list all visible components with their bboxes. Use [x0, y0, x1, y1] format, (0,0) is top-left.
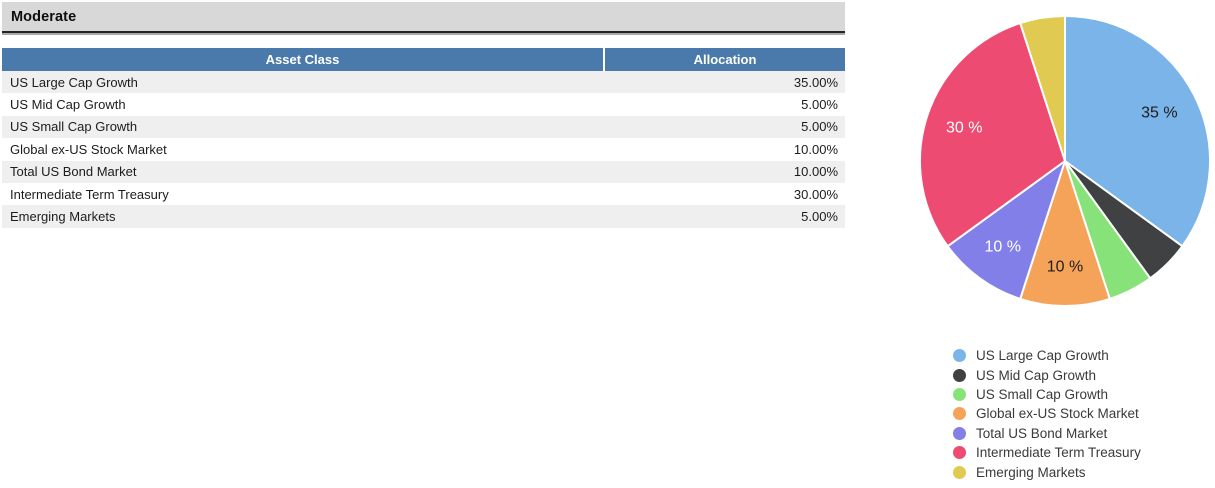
- asset-class-cell: Global ex-US Stock Market: [10, 141, 167, 157]
- allocation-cell: 10.00%: [793, 141, 838, 157]
- allocation-cell: 10.00%: [793, 164, 838, 180]
- legend-swatch-icon: [953, 349, 966, 363]
- table-row-total-us-bond-market: Total US Bond Market 10.00%: [2, 160, 845, 183]
- asset-class-cell: Emerging Markets: [10, 209, 116, 225]
- pie-slice-intermediate-term-treasury[interactable]: [919, 22, 1066, 248]
- legend-swatch-icon: [953, 368, 966, 382]
- legend-label: US Small Cap Growth: [976, 386, 1109, 402]
- legend-label: Intermediate Term Treasury: [976, 445, 1141, 461]
- section-title: Moderate: [11, 8, 77, 25]
- pie-slice-value-label: 10 %: [984, 238, 1020, 255]
- pie-slice-total-us-bond-market[interactable]: [946, 160, 1066, 300]
- section-title-bar: Moderate: [2, 2, 845, 33]
- allocation-cell: 35.00%: [793, 74, 838, 90]
- allocation-cell: 30.00%: [793, 186, 838, 202]
- table-row-emerging-markets: Emerging Markets 5.00%: [2, 205, 845, 228]
- legend-swatch-icon: [953, 387, 966, 401]
- chart-legend: US Large Cap Growth US Mid Cap Growth US S…: [953, 346, 1141, 482]
- table-header-row: Asset Class Allocation: [2, 48, 845, 71]
- legend-swatch-icon: [953, 407, 966, 421]
- legend-label: Total US Bond Market: [976, 425, 1108, 441]
- pie-slice-value-label: 35 %: [1141, 104, 1177, 121]
- asset-table-body: US Large Cap Growth 35.00% US Mid Cap Grow…: [2, 71, 845, 228]
- legend-label: US Mid Cap Growth: [976, 367, 1097, 383]
- asset-class-cell: Total US Bond Market: [10, 164, 137, 180]
- table-row-global-ex-us-stock-market: Global ex-US Stock Market 10.00%: [2, 138, 845, 161]
- asset-class-cell: Intermediate Term Treasury: [10, 186, 169, 202]
- table-row-us-mid-cap-growth: US Mid Cap Growth 5.00%: [2, 93, 845, 116]
- allocation-column-header: Allocation: [693, 52, 757, 67]
- asset-class-cell: US Small Cap Growth: [10, 119, 138, 135]
- table-row-intermediate-term-treasury: Intermediate Term Treasury 30.00%: [2, 182, 845, 206]
- section-title-underline: [2, 33, 845, 35]
- legend-item-total-us-bond-market[interactable]: Total US Bond Market: [953, 424, 1141, 443]
- pie-slice-emerging-markets[interactable]: [1019, 15, 1066, 162]
- pie-chart: 35 % 10 % 10 % 30 %: [919, 15, 1211, 307]
- legend-label: Global ex-US Stock Market: [976, 406, 1139, 422]
- pie-slice-value-label: 30 %: [946, 120, 982, 137]
- legend-item-intermediate-term-treasury[interactable]: Intermediate Term Treasury: [953, 443, 1141, 462]
- legend-label: US Large Cap Growth: [976, 348, 1109, 364]
- allocation-cell: 5.00%: [801, 209, 838, 225]
- legend-item-us-large-cap-growth[interactable]: US Large Cap Growth: [953, 346, 1141, 365]
- asset-class-cell: US Large Cap Growth: [10, 74, 138, 90]
- allocation-cell: 5.00%: [801, 97, 838, 113]
- legend-label: Emerging Markets: [976, 464, 1086, 480]
- pie-slice-us-large-cap-growth[interactable]: [1064, 15, 1211, 248]
- allocation-cell: 5.00%: [801, 119, 838, 135]
- legend-item-global-ex-us-stock-market[interactable]: Global ex-US Stock Market: [953, 404, 1141, 423]
- pie-slice-value-label: 10 %: [1047, 259, 1083, 276]
- legend-swatch-icon: [953, 465, 966, 479]
- asset-class-column-header: Asset Class: [2, 48, 605, 71]
- legend-item-us-small-cap-growth[interactable]: US Small Cap Growth: [953, 385, 1141, 404]
- asset-class-cell: US Mid Cap Growth: [10, 97, 126, 113]
- table-row-us-large-cap-growth: US Large Cap Growth 35.00%: [2, 71, 845, 94]
- legend-item-us-mid-cap-growth[interactable]: US Mid Cap Growth: [953, 365, 1141, 384]
- legend-swatch-icon: [953, 446, 966, 460]
- allocation-panel: Moderate Asset Class Allocation US Large…: [2, 2, 845, 228]
- legend-item-emerging-markets[interactable]: Emerging Markets: [953, 462, 1141, 481]
- table-row-us-small-cap-growth: US Small Cap Growth 5.00%: [2, 115, 845, 139]
- pie-slice-global-ex-us-stock-market[interactable]: [1019, 160, 1111, 307]
- asset-allocation-table: Asset Class Allocation US Large Cap Grow…: [2, 48, 845, 228]
- legend-swatch-icon: [953, 426, 966, 440]
